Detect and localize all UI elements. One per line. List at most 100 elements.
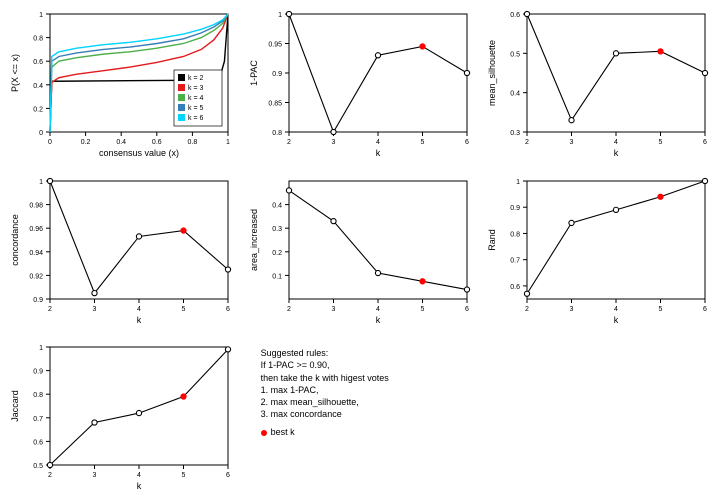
svg-text:k = 2: k = 2 [188, 75, 203, 82]
svg-text:4: 4 [614, 306, 618, 313]
svg-text:4: 4 [376, 306, 380, 313]
svg-text:5: 5 [182, 472, 186, 479]
svg-text:1: 1 [39, 345, 43, 352]
svg-text:5: 5 [182, 306, 186, 313]
svg-text:0.6: 0.6 [33, 440, 43, 447]
svg-text:0.8: 0.8 [272, 130, 282, 137]
svg-text:0: 0 [39, 130, 43, 137]
svg-text:k = 3: k = 3 [188, 85, 203, 92]
metric-concordance-chart: 234560.90.920.940.960.981kconcordance [8, 175, 235, 330]
svg-text:3: 3 [570, 306, 574, 313]
svg-text:2: 2 [48, 472, 52, 479]
svg-text:6: 6 [703, 139, 707, 146]
svg-text:0.5: 0.5 [511, 51, 521, 58]
svg-text:1: 1 [516, 179, 520, 186]
svg-text:6: 6 [226, 306, 230, 313]
metric-1pac-chart: 2 3 4 5 6 0.8 0.85 0.9 0.95 1 k 1-PAC [247, 8, 474, 163]
svg-text:k: k [614, 148, 619, 158]
cdf-chart: 00.20.40.60.8100.20.40.60.81consensus va… [8, 8, 235, 163]
svg-text:3: 3 [93, 306, 97, 313]
svg-text:Jaccard: Jaccard [10, 391, 20, 423]
svg-text:1: 1 [278, 12, 282, 19]
svg-text:6: 6 [465, 139, 469, 146]
metric-jaccard-chart: 234560.50.60.70.80.91kJaccard [8, 341, 235, 496]
svg-text:0.5: 0.5 [33, 463, 43, 470]
svg-text:3: 3 [331, 306, 335, 313]
svg-text:1: 1 [39, 179, 43, 186]
svg-text:0.85: 0.85 [268, 101, 282, 108]
empty-cell [485, 341, 712, 496]
svg-text:0.3: 0.3 [272, 226, 282, 233]
svg-text:2: 2 [525, 139, 529, 146]
rules-line: then take the k with higest votes [261, 372, 488, 384]
svg-text:0.4: 0.4 [511, 91, 521, 98]
svg-text:3: 3 [570, 139, 574, 146]
svg-text:0.4: 0.4 [272, 202, 282, 209]
svg-text:5: 5 [420, 306, 424, 313]
svg-text:4: 4 [614, 139, 618, 146]
svg-text:0.6: 0.6 [33, 59, 43, 66]
rules-annotation: Suggested rules: If 1-PAC >= 0.90, then … [247, 341, 490, 504]
svg-text:0.7: 0.7 [33, 416, 43, 423]
rules-title: Suggested rules: [261, 347, 488, 359]
svg-text:0.9: 0.9 [272, 71, 282, 78]
svg-text:4: 4 [137, 306, 141, 313]
best-k-icon [261, 430, 267, 436]
svg-text:4: 4 [137, 472, 141, 479]
svg-text:1-PAC: 1-PAC [249, 60, 259, 86]
svg-text:2: 2 [287, 306, 291, 313]
svg-text:0.4: 0.4 [116, 139, 126, 146]
svg-text:0.2: 0.2 [81, 139, 91, 146]
svg-text:0.9: 0.9 [511, 205, 521, 212]
svg-text:0.3: 0.3 [511, 130, 521, 137]
svg-text:0.8: 0.8 [33, 393, 43, 400]
svg-text:0.8: 0.8 [511, 231, 521, 238]
svg-text:0.95: 0.95 [268, 42, 282, 49]
svg-text:k: k [375, 315, 380, 325]
best-k-legend: best k [261, 426, 488, 438]
svg-text:6: 6 [465, 306, 469, 313]
metric-rand-chart: 234560.60.70.80.91kRand [485, 175, 712, 330]
svg-text:0.9: 0.9 [33, 369, 43, 376]
rules-line: 2. max mean_silhouette, [261, 396, 488, 408]
svg-text:0.98: 0.98 [29, 202, 43, 209]
svg-text:0.8: 0.8 [33, 36, 43, 43]
svg-text:0.92: 0.92 [29, 273, 43, 280]
svg-text:2: 2 [287, 139, 291, 146]
svg-text:6: 6 [226, 472, 230, 479]
svg-text:0: 0 [48, 139, 52, 146]
svg-text:k = 6: k = 6 [188, 115, 203, 122]
svg-text:k: k [614, 315, 619, 325]
svg-text:k: k [375, 148, 380, 158]
svg-text:0.6: 0.6 [152, 139, 162, 146]
svg-text:6: 6 [703, 306, 707, 313]
svg-text:k = 5: k = 5 [188, 105, 203, 112]
svg-text:0.96: 0.96 [29, 226, 43, 233]
svg-text:consensus value (x): consensus value (x) [99, 148, 179, 158]
svg-text:5: 5 [420, 139, 424, 146]
svg-text:k: k [137, 315, 142, 325]
svg-text:0.8: 0.8 [188, 139, 198, 146]
svg-text:1: 1 [39, 12, 43, 19]
svg-text:k = 4: k = 4 [188, 95, 203, 102]
metric-silhouette-chart: 234560.30.40.50.6kmean_silhouette [485, 8, 712, 163]
svg-text:0.94: 0.94 [29, 249, 43, 256]
svg-text:3: 3 [331, 139, 335, 146]
svg-text:0.2: 0.2 [272, 249, 282, 256]
svg-text:concordance: concordance [10, 214, 20, 266]
rules-line: 3. max concordance [261, 408, 488, 420]
svg-text:0.9: 0.9 [33, 297, 43, 304]
svg-text:2: 2 [525, 306, 529, 313]
svg-text:5: 5 [659, 139, 663, 146]
svg-text:0.6: 0.6 [511, 12, 521, 19]
svg-text:P(X <= x): P(X <= x) [10, 54, 20, 92]
svg-text:1: 1 [226, 139, 230, 146]
svg-text:0.6: 0.6 [511, 284, 521, 291]
svg-text:5: 5 [659, 306, 663, 313]
svg-text:4: 4 [376, 139, 380, 146]
svg-text:0.1: 0.1 [272, 273, 282, 280]
metric-area-chart: 2 3 4 5 6 0.1 0.2 0.3 0.4 k area_increased [247, 175, 474, 330]
best-k-label: best k [271, 427, 295, 437]
rules-line: 1. max 1-PAC, [261, 384, 488, 396]
svg-text:area_increased: area_increased [249, 209, 259, 271]
